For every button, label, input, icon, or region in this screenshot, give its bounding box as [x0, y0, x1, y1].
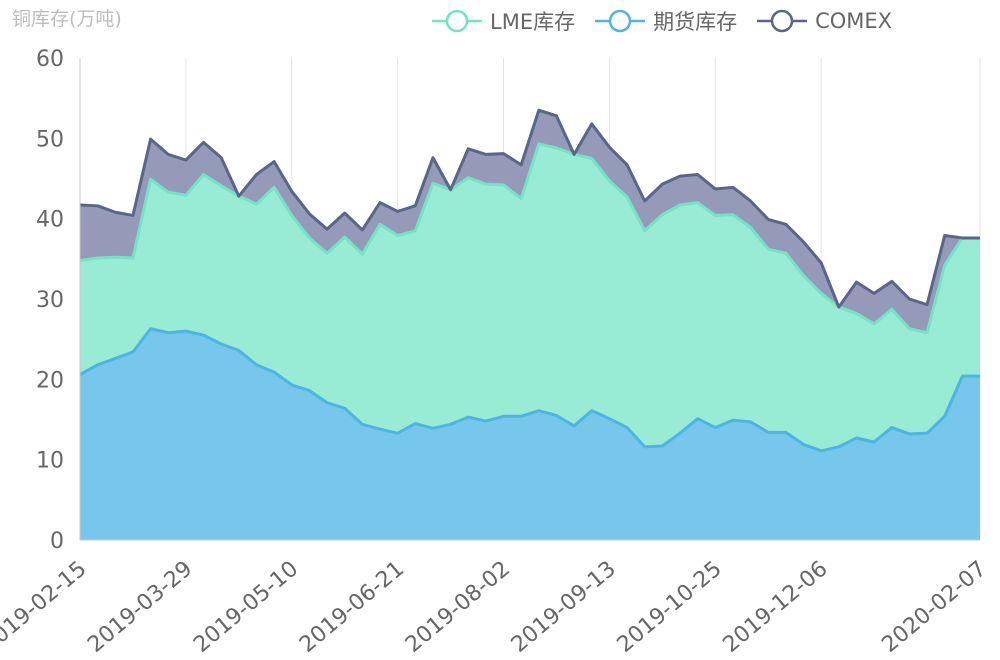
legend-label: COMEX — [815, 9, 893, 33]
legend-label: LME库存 — [490, 10, 576, 34]
x-tick-label: 2019-12-06 — [719, 556, 833, 657]
y-tick-label: 60 — [36, 47, 64, 72]
legend-label: 期货库存 — [653, 10, 738, 34]
legend: LME库存 期货库存 COMEX — [430, 6, 892, 36]
y-tick-label: 20 — [36, 368, 64, 393]
x-tick-label: 2019-05-10 — [189, 556, 303, 657]
y-tick-label: 40 — [36, 208, 64, 233]
legend-marker-icon — [757, 9, 808, 33]
legend-marker-icon — [432, 9, 482, 33]
x-tick-label: 2019-10-25 — [613, 556, 727, 657]
legend-item[interactable]: 期货库存 — [593, 6, 737, 36]
area-期货库存 — [80, 328, 980, 540]
line-LME库存 — [79, 142, 980, 335]
y-tick-label: 30 — [36, 288, 64, 313]
y-tick-label: 50 — [36, 127, 64, 152]
x-tick-label: 2019-02-15 — [0, 556, 91, 657]
y-axis-title: 铜库存(万吨) — [12, 8, 122, 30]
x-tick-label: 2019-03-29 — [83, 556, 197, 657]
y-tick-label: 10 — [36, 449, 64, 474]
x-tick-label: 2020-02-07 — [877, 556, 991, 657]
x-tick-label: 2019-09-13 — [507, 556, 621, 657]
legend-item[interactable]: LME库存 — [430, 6, 575, 36]
legend-marker-icon — [595, 9, 646, 33]
legend-item[interactable]: COMEX — [755, 8, 892, 34]
x-tick-label: 2019-08-02 — [401, 556, 515, 657]
x-tick-label: 2019-06-21 — [295, 556, 409, 657]
area-LME库存 — [80, 143, 980, 451]
line-COMEX — [79, 108, 980, 309]
y-tick-label: 0 — [50, 529, 64, 554]
line-期货库存 — [79, 327, 980, 453]
